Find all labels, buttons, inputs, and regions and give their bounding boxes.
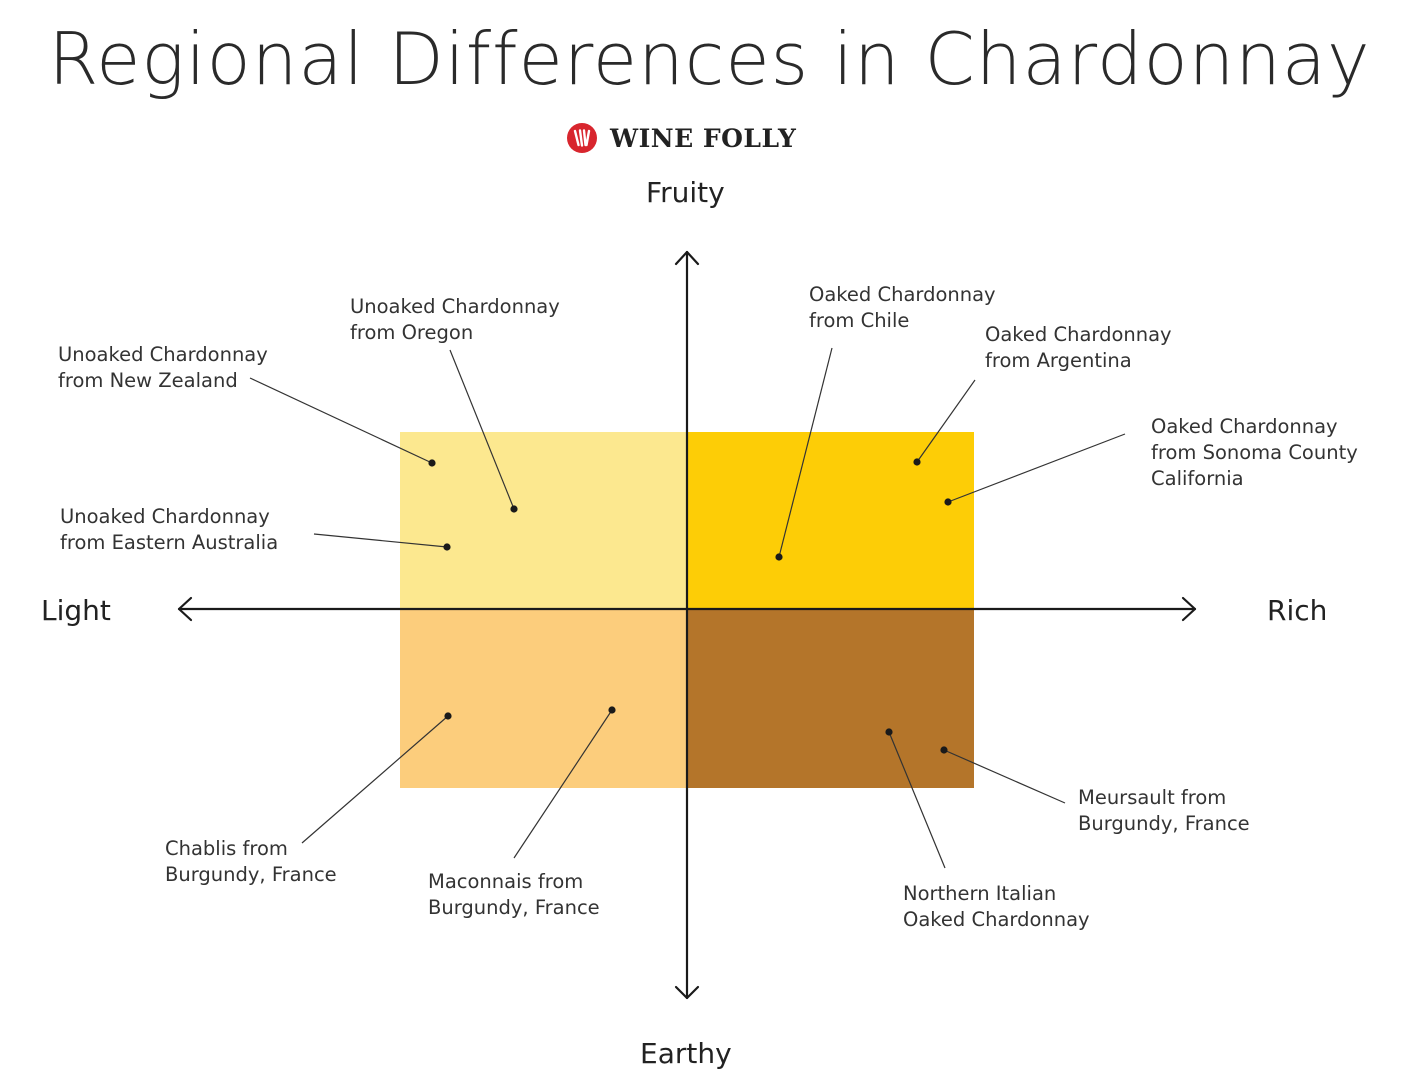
leader-line xyxy=(513,709,613,859)
quadrant-light-fruity xyxy=(400,432,688,610)
axis-label-light: Light xyxy=(41,594,111,627)
leader-line xyxy=(916,379,976,463)
marker-dot xyxy=(940,746,948,754)
wine-label-chile: Oaked Chardonnay from Chile xyxy=(809,283,996,332)
arrow-up-icon xyxy=(674,250,700,266)
marker-dot xyxy=(944,498,952,506)
axis-label-fruity: Fruity xyxy=(646,176,725,209)
arrow-left-icon xyxy=(177,596,193,622)
quadrant-light-earthy xyxy=(400,610,688,788)
marker-dot xyxy=(443,543,451,551)
marker-dot xyxy=(428,459,436,467)
marker-dot xyxy=(885,728,893,736)
leader-line xyxy=(943,749,1066,804)
wine-label-eastern-australia: Unoaked Chardonnay from Eastern Australia xyxy=(60,505,279,554)
quadrant-rich-earthy xyxy=(688,610,974,788)
arrow-down-icon xyxy=(674,985,700,1000)
wine-label-sonoma: Oaked Chardonnay from Sonoma County Califo… xyxy=(1151,415,1358,490)
brand: WINE FOLLY xyxy=(566,120,796,156)
axis-label-earthy: Earthy xyxy=(640,1037,732,1070)
leader-line xyxy=(888,731,946,869)
marker-dot xyxy=(510,505,518,513)
leader-line xyxy=(301,715,449,844)
wine-label-meursault: Meursault from Burgundy, France xyxy=(1078,786,1250,835)
wine-label-oregon: Unoaked Chardonnay from Oregon xyxy=(350,295,560,344)
marker-dot xyxy=(444,712,452,720)
leader-line xyxy=(313,533,448,548)
leader-line xyxy=(947,433,1126,503)
diagram-title: Regional Differences in Chardonnay xyxy=(48,17,1371,101)
leader-line xyxy=(778,347,833,558)
wine-label-new-zealand: Unoaked Chardonnay from New Zealand xyxy=(58,343,268,392)
axis-label-rich: Rich xyxy=(1267,594,1328,627)
wine-label-northern-italian: Northern Italian Oaked Chardonnay xyxy=(903,882,1090,931)
wine-label-maconnais: Maconnais from Burgundy, France xyxy=(428,870,600,919)
wine-folly-logo-icon xyxy=(567,123,597,153)
wine-label-argentina: Oaked Chardonnay from Argentina xyxy=(985,323,1172,372)
leader-line xyxy=(449,349,515,510)
quadrant-rich-fruity xyxy=(688,432,974,610)
arrow-right-icon xyxy=(1181,596,1197,622)
leader-line xyxy=(249,377,433,464)
brand-name: WINE FOLLY xyxy=(610,123,797,153)
marker-dot xyxy=(775,553,783,561)
wine-label-chablis: Chablis from Burgundy, France xyxy=(165,837,337,886)
marker-dot xyxy=(913,458,921,466)
marker-dot xyxy=(608,706,616,714)
